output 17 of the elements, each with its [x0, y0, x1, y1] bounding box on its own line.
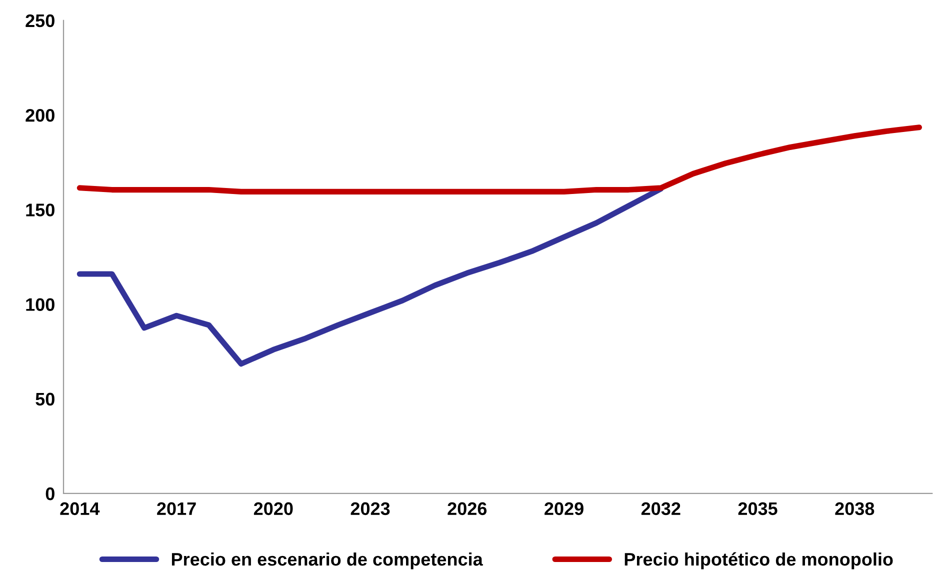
- y-tick-label: 50: [36, 392, 54, 406]
- y-tick-label: 250: [26, 14, 54, 28]
- x-tick-label: 2017: [157, 502, 196, 516]
- x-tick-label: 2026: [448, 502, 487, 516]
- x-tick-label: 2014: [60, 502, 100, 516]
- x-tick-label: 2032: [641, 502, 680, 516]
- y-tick-label: 100: [26, 298, 54, 311]
- legend-label: Precio hipotético de monopolio: [624, 552, 893, 570]
- legend-label: Precio en escenario de competencia: [172, 552, 483, 570]
- x-tick-label: 2020: [254, 502, 293, 516]
- y-tick-label: 0: [46, 487, 54, 500]
- x-tick-label: 2029: [544, 502, 584, 516]
- x-tick-label: 2023: [350, 502, 390, 516]
- y-tick-label: 150: [26, 204, 54, 216]
- x-tick-label: 2038: [835, 502, 874, 516]
- x-tick-label: 2035: [738, 502, 778, 516]
- y-tick-label: 200: [26, 108, 54, 122]
